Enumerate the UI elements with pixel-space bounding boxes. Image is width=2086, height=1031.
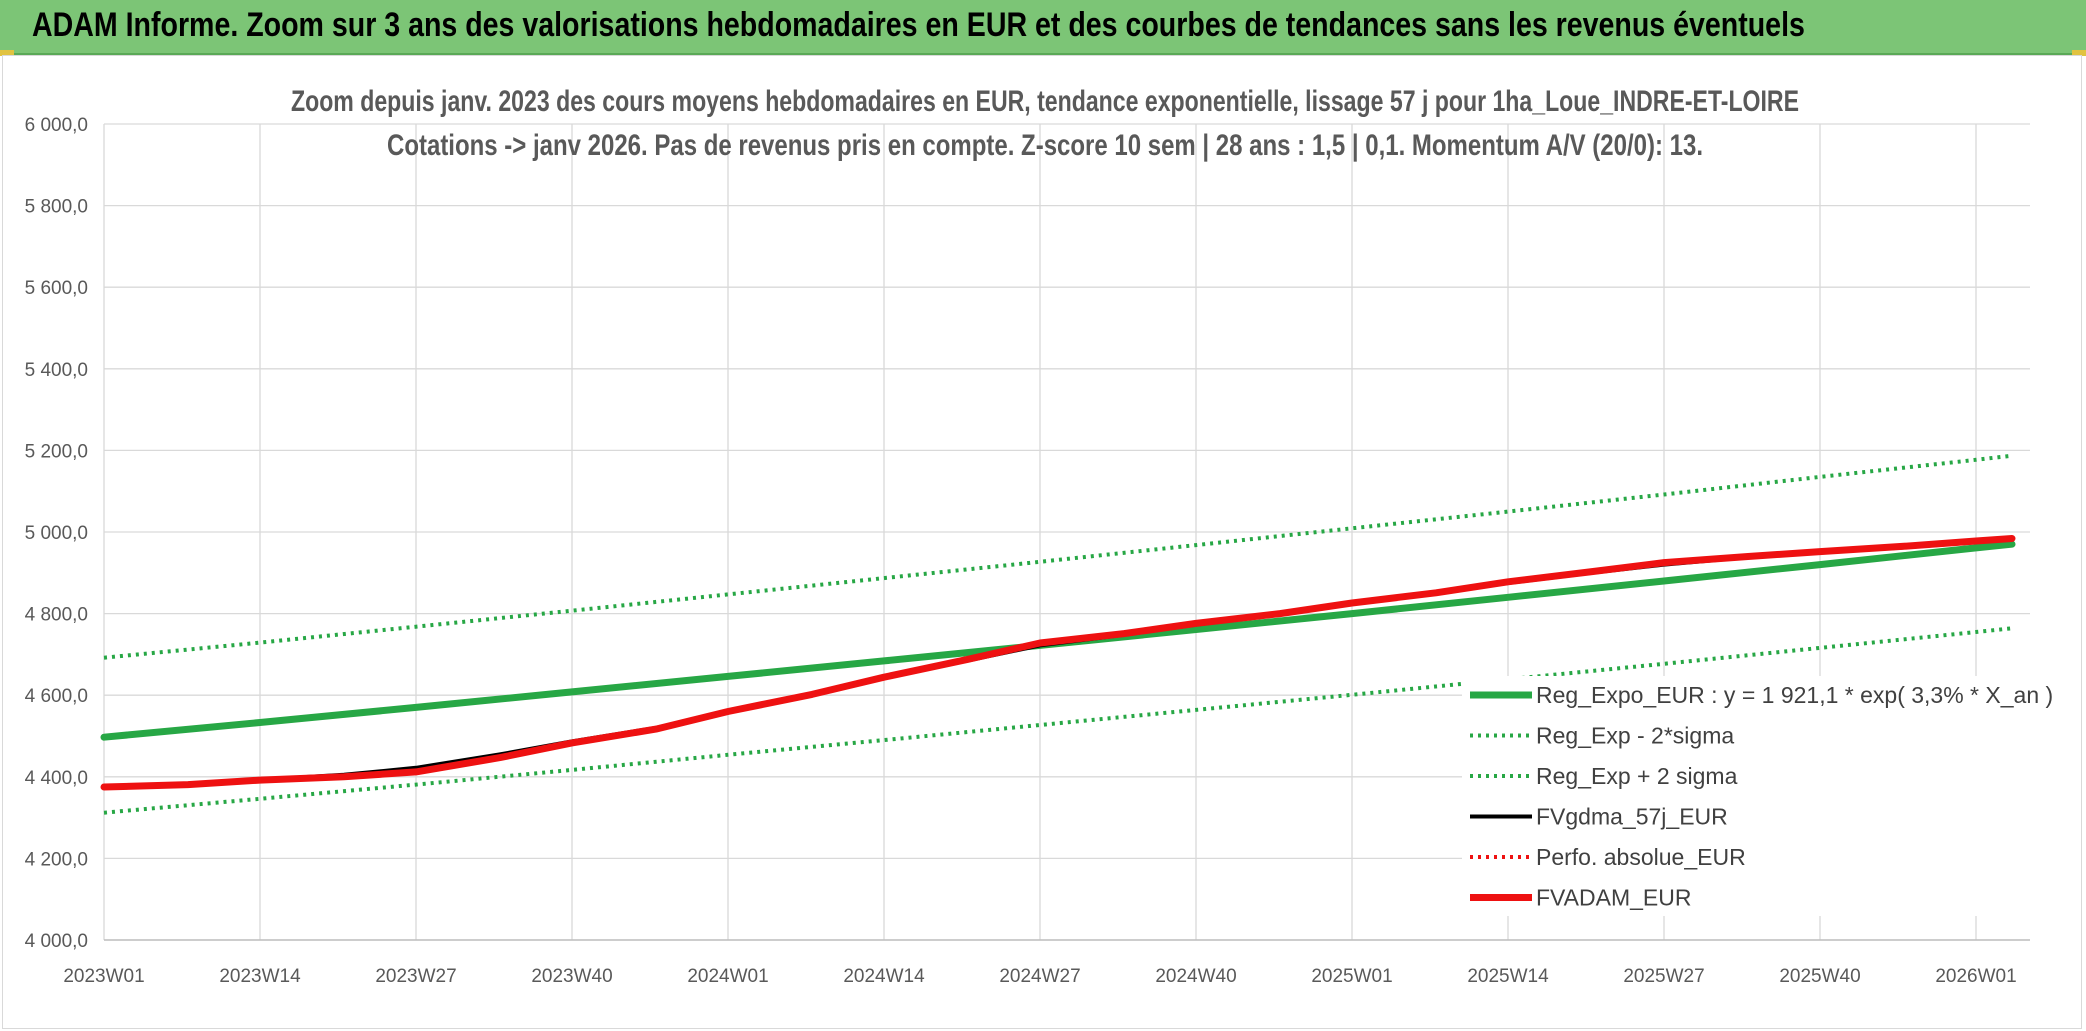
report-title: ADAM Informe. Zoom sur 3 ans des valoris… [32, 6, 1805, 44]
x-tick-label: 2024W40 [1155, 966, 1236, 987]
y-tick-label: 4 400,0 [25, 768, 88, 789]
corner-marker-left [0, 50, 14, 56]
x-tick-label: 2024W14 [843, 966, 925, 987]
x-axis-ticks: 2023W01 2023W14 2023W27 2023W40 2024W01 2024W… [63, 966, 2016, 987]
series-lines [100, 453, 2016, 815]
legend-item-fvgdma: FVgdma_57j_EUR [1470, 804, 1728, 830]
legend-label: FVgdma_57j_EUR [1536, 804, 1728, 830]
y-tick-label: 6 000,0 [25, 115, 88, 136]
legend-item-reg-minus-2sigma: Reg_Exp - 2*sigma [1470, 723, 1734, 749]
y-tick-label: 4 800,0 [25, 605, 88, 626]
y-tick-label: 5 000,0 [25, 523, 88, 544]
chart-title-line-1: Zoom depuis janv. 2023 des cours moyens … [291, 85, 1799, 118]
series-line-reg-minus-2sigma [103, 626, 2013, 815]
y-tick-label: 4 200,0 [25, 849, 88, 870]
x-tick-label: 2024W01 [687, 966, 768, 987]
x-tick-label: 2023W27 [375, 966, 456, 987]
legend: Reg_Expo_EUR : y = 1 921,1 * exp( 3,3% *… [1470, 682, 2053, 911]
header-banner: ADAM Informe. Zoom sur 3 ans des valoris… [0, 0, 2086, 55]
legend-item-fvadam: FVADAM_EUR [1470, 885, 1692, 911]
x-tick-label: 2025W27 [1623, 966, 1704, 987]
y-tick-label: 5 200,0 [25, 441, 88, 462]
legend-item-reg-expo: Reg_Expo_EUR : y = 1 921,1 * exp( 3,3% *… [1470, 682, 2053, 708]
x-tick-label: 2024W27 [999, 966, 1080, 987]
y-tick-label: 4 600,0 [25, 686, 88, 707]
x-tick-label: 2025W14 [1467, 966, 1549, 987]
x-tick-label: 2023W01 [63, 966, 144, 987]
chart-title-line-2: Cotations -> janv 2026. Pas de revenus p… [387, 129, 1703, 162]
legend-label: Reg_Exp - 2*sigma [1536, 723, 1734, 749]
x-tick-label: 2025W01 [1311, 966, 1392, 987]
legend-item-reg-plus-2sigma: Reg_Exp + 2 sigma [1470, 763, 1738, 789]
legend-label: Perfo. absolue_EUR [1536, 844, 1746, 870]
legend-item-perfo-absolue: Perfo. absolue_EUR [1470, 844, 1746, 870]
x-tick-label: 2025W40 [1779, 966, 1860, 987]
y-tick-label: 5 600,0 [25, 278, 88, 299]
legend-label: FVADAM_EUR [1536, 885, 1692, 911]
y-tick-label: 5 400,0 [25, 360, 88, 381]
corner-marker-right [2072, 50, 2086, 56]
y-tick-label: 5 800,0 [25, 197, 88, 218]
x-tick-label: 2023W40 [531, 966, 612, 987]
x-tick-label: 2023W14 [219, 966, 301, 987]
chart-frame [2, 55, 2082, 1029]
series-line-fvadam [100, 535, 2016, 791]
y-tick-label: 4 000,0 [25, 931, 88, 952]
legend-background [1462, 676, 2042, 916]
legend-label: Reg_Expo_EUR : y = 1 921,1 * exp( 3,3% *… [1536, 682, 2053, 708]
x-tick-label: 2026W01 [1935, 966, 2016, 987]
y-axis-ticks: 4 000,0 4 200,0 4 400,0 4 600,0 4 800,0 5 000… [25, 115, 88, 952]
legend-label: Reg_Exp + 2 sigma [1536, 763, 1738, 789]
